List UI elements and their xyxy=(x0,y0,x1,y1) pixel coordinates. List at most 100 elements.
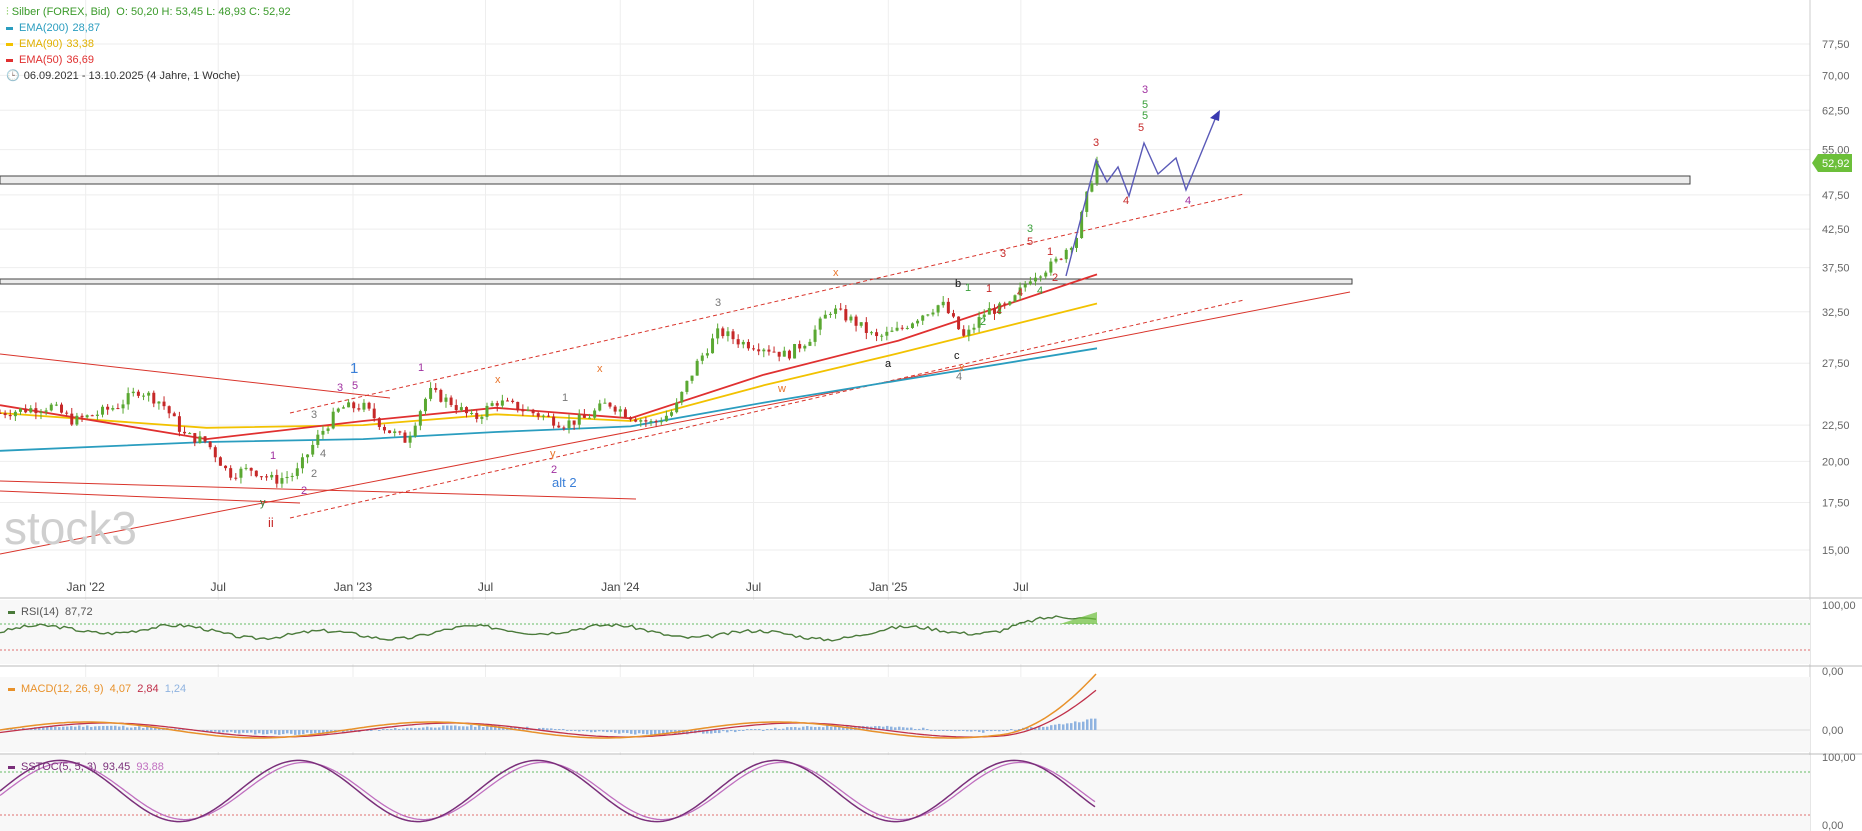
macd-hist-bar xyxy=(158,728,161,730)
macd-hist-bar xyxy=(798,727,801,730)
macd-hist-bar xyxy=(298,730,301,735)
macd-hist-bar xyxy=(374,729,377,730)
macd-hist-bar xyxy=(574,730,577,731)
candle-body xyxy=(849,316,853,321)
candle-body xyxy=(654,421,658,423)
ema-line xyxy=(0,273,1098,441)
macd-hist-bar xyxy=(14,729,17,730)
macd-hist-bar xyxy=(834,726,837,730)
macd-hist-bar xyxy=(1030,727,1033,730)
macd-hist-bar xyxy=(966,730,969,732)
candle-body xyxy=(352,402,356,409)
candle-body xyxy=(249,467,253,471)
macd-hist-bar xyxy=(598,730,601,732)
macd-hist-bar xyxy=(418,727,421,730)
macd-hist-bar xyxy=(646,730,649,735)
macd-hist-bar xyxy=(990,730,993,732)
resistance-zone-lower[interactable] xyxy=(0,278,1353,285)
macd-value-1: 4,07 xyxy=(109,683,132,695)
last-price-value: 52,92 xyxy=(1822,158,1850,170)
candle-body xyxy=(403,432,407,443)
macd-hist-bar xyxy=(90,726,93,730)
macd-legend[interactable]: MACD(12, 26, 9) 4,07 2,84 1,24 xyxy=(8,683,186,695)
candle-body xyxy=(823,314,827,319)
candle-body xyxy=(562,427,566,429)
macd-hist-bar xyxy=(626,730,629,733)
candle-body xyxy=(116,408,120,410)
macd-hist-bar xyxy=(650,730,653,735)
price-tick-label: 17,50 xyxy=(1822,498,1850,510)
candle-body xyxy=(1069,247,1073,250)
macd-hist-bar xyxy=(482,727,485,730)
macd-hist-bar xyxy=(214,730,217,732)
stoch-legend[interactable]: SSTOC(5, 5, 3) 93,45 93,88 xyxy=(8,761,164,773)
candle-body xyxy=(885,331,889,336)
candle-body xyxy=(711,338,715,354)
legend-ema200[interactable]: EMA(200) 28,87 xyxy=(6,22,100,35)
candle-body xyxy=(869,332,873,334)
candle-body xyxy=(772,351,776,353)
candle-body xyxy=(398,431,402,433)
macd-hist-bar xyxy=(842,726,845,730)
rsi-axis-bottom: 0,00 xyxy=(1822,666,1843,678)
candle-body xyxy=(39,411,43,414)
candle-body xyxy=(142,395,146,397)
date-range: 🕒 06.09.2021 - 13.10.2025 (4 Jahre, 1 Woc… xyxy=(6,70,240,83)
stoch-label: SSTOC(5, 5, 3) xyxy=(21,761,97,773)
candle-body xyxy=(992,308,996,314)
wave-label-1-big: 1 xyxy=(350,360,358,377)
resistance-zone-upper[interactable] xyxy=(0,175,1691,185)
macd-hist-bar xyxy=(50,726,53,730)
macd-hist-bar xyxy=(466,726,469,730)
candle-body xyxy=(777,351,781,357)
candle-body xyxy=(280,478,284,484)
candle-body xyxy=(690,375,694,381)
candle-body xyxy=(136,391,140,396)
macd-hist-bar xyxy=(882,726,885,730)
macd-hist-bar xyxy=(690,730,693,734)
macd-hist-bar xyxy=(438,727,441,730)
macd-hist-bar xyxy=(66,726,69,730)
wave-label-2-red2: 2 xyxy=(996,304,1002,316)
rsi-legend[interactable]: RSI(14) 87,72 xyxy=(8,606,93,618)
candle-body xyxy=(782,350,786,357)
candle-body xyxy=(377,418,381,427)
candle-body xyxy=(80,415,84,418)
candle-body xyxy=(1064,249,1068,260)
candle-body xyxy=(111,408,115,410)
candle-body xyxy=(921,315,925,321)
macd-hist-bar xyxy=(1074,721,1077,730)
macd-hist-bar xyxy=(810,726,813,730)
legend-ema90[interactable]: EMA(90) 33,38 xyxy=(6,38,94,51)
candle-body xyxy=(1013,295,1017,302)
candle-body xyxy=(910,323,914,328)
candle-body xyxy=(516,401,520,411)
macd-hist-bar xyxy=(758,729,761,730)
macd-hist-bar xyxy=(474,726,477,730)
macd-hist-bar xyxy=(402,728,405,730)
rsi-line xyxy=(0,615,1097,642)
macd-hist-bar xyxy=(954,730,957,732)
candle-body xyxy=(444,397,448,402)
macd-hist-bar xyxy=(998,730,1001,732)
price-tick-label: 55,00 xyxy=(1822,145,1850,157)
candle-body xyxy=(752,348,756,350)
ema-line xyxy=(0,302,1098,429)
macd-hist-bar xyxy=(962,730,965,731)
legend-ema50[interactable]: EMA(50) 36,69 xyxy=(6,54,94,67)
wave-label-2-green: 2 xyxy=(980,316,986,328)
candle-body xyxy=(295,468,299,476)
candle-body xyxy=(1039,276,1043,278)
candle-body xyxy=(557,425,561,428)
macd-hist-bar xyxy=(406,727,409,730)
time-tick-label: Jan '23 xyxy=(334,580,373,594)
macd-hist-bar xyxy=(794,727,797,730)
macd-hist-bar xyxy=(442,725,445,730)
macd-hist-bar xyxy=(514,727,517,730)
wave-label-3-red2: 3 xyxy=(1000,248,1006,260)
macd-hist-bar xyxy=(838,726,841,730)
macd-hist-bar xyxy=(250,730,253,733)
time-tick-label: Jul xyxy=(478,580,493,594)
candle-body xyxy=(0,412,2,414)
